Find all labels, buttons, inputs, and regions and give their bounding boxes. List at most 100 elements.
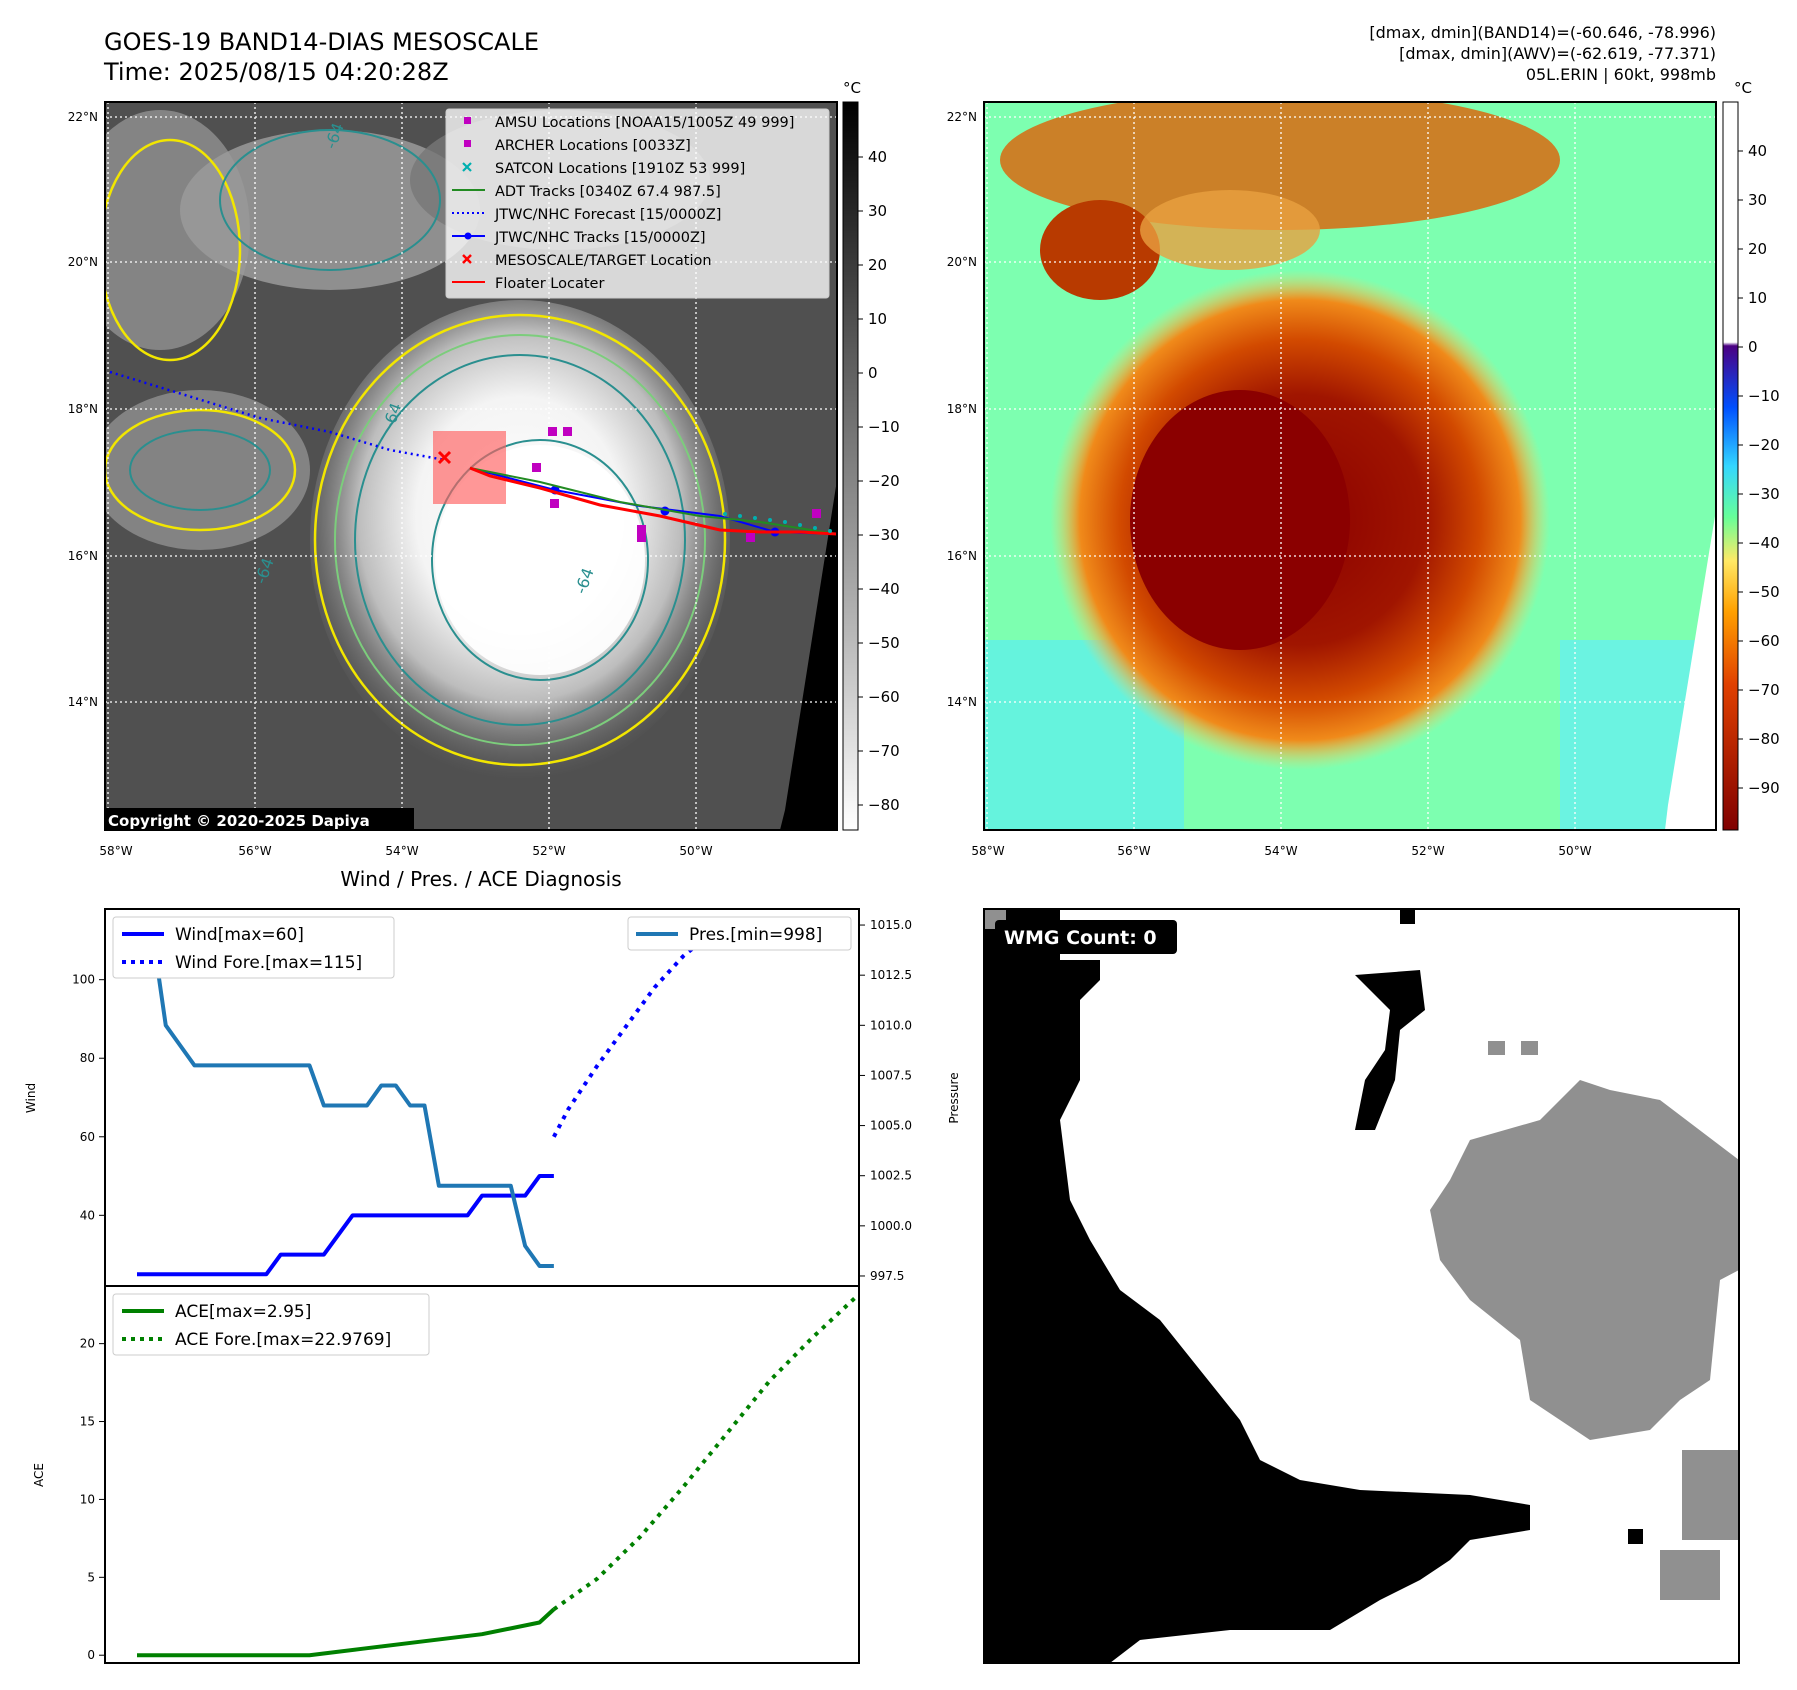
colorbar-tick-label: 30	[868, 202, 887, 220]
colorbar-tick-label: 20	[1748, 240, 1767, 258]
ace-axis-label: ACE	[32, 1463, 46, 1487]
lat-label: 18°N	[947, 402, 977, 416]
colorbar-tick-label: 40	[1748, 142, 1767, 160]
lat-label: 20°N	[947, 255, 977, 269]
colorbar-tick-label: −20	[868, 472, 900, 490]
awv-moist-band	[1140, 190, 1320, 270]
awv-map-panel	[984, 102, 1716, 830]
contour-yellow-west	[105, 408, 297, 532]
legend-label: Wind[max=60]	[175, 925, 304, 945]
ir-lat-labels: 22°N 20°N 18°N 16°N 14°N	[68, 110, 98, 709]
legend-mesoscale: MESOSCALE/TARGET Location	[462, 253, 712, 269]
legend-label: JTWC/NHC Tracks [15/0000Z]	[494, 230, 706, 246]
map-legend: AMSU Locations [NOAA15/1005Z 49 999] ARC…	[445, 108, 830, 299]
awv-colorbar: °C 40 30 20 10 0 −10 −20 −30 −40 −50 −60 −70 −80 −90	[1722, 79, 1780, 831]
colorbar-tick-label: 0	[868, 364, 878, 382]
lon-label: 52°W	[532, 844, 565, 858]
colorbar-tick-label: −90	[1748, 779, 1780, 797]
colorbar-tick-label: −40	[1748, 534, 1780, 552]
legend-archer: ARCHER Locations [0033Z]	[464, 138, 691, 154]
ace-series-group	[137, 1295, 858, 1658]
wind-tick-label: 100	[72, 973, 95, 987]
copyright-text: Copyright © 2020-2025 Dapiya	[108, 812, 370, 830]
legend-label: MESOSCALE/TARGET Location	[495, 253, 712, 269]
legend-x-marker-icon	[462, 254, 472, 264]
colorbar-tick-label: −50	[1748, 583, 1780, 601]
ace-tick-label: 15	[80, 1415, 95, 1429]
ace-tick-label: 10	[80, 1492, 95, 1506]
awv-colorbar-gradient	[1722, 101, 1739, 831]
ir-colorbar-ticks: 40 30 20 10 0 −10 −20 −30 −40 −50 −60 −70 −80	[858, 148, 900, 814]
pressure-tick-label: 1012.5	[870, 968, 912, 982]
ir-colorbar-unit: °C	[843, 79, 861, 97]
colorbar-tick-label: 10	[868, 310, 887, 328]
figure-time: Time: 2025/08/15 04:20:28Z	[103, 58, 449, 86]
wmg-black-cell	[1400, 909, 1415, 924]
contour-teal-west	[129, 429, 271, 511]
contour-green-outer	[334, 334, 706, 746]
pressure-tick-label: 997.5	[870, 1269, 904, 1283]
legend-x-marker-icon	[462, 162, 472, 172]
colorbar-tick-label: −70	[1748, 681, 1780, 699]
awv-moist-north	[1000, 102, 1560, 230]
figure-title: GOES-19 BAND14-DIAS MESOSCALE	[104, 28, 539, 56]
legend-label: Pres.[min=998]	[689, 925, 822, 945]
awv-range: [dmax, dmin](AWV)=(-62.619, -77.371)	[1399, 44, 1716, 63]
ir-map-frame	[104, 101, 838, 831]
contour-yellow-north	[105, 138, 242, 362]
colorbar-tick-label: −50	[868, 634, 900, 652]
wmg-gray-cell	[1660, 1550, 1720, 1600]
awv-lon-labels: 58°W 56°W 54°W 52°W 50°W	[971, 844, 1591, 858]
series-line-0	[137, 1174, 554, 1277]
awv-no-data-wedge	[1665, 510, 1716, 830]
awv-moist-northwest	[1040, 200, 1160, 300]
legend-label: AMSU Locations [NOAA15/1005Z 49 999]	[495, 115, 794, 131]
wmg-black-cell	[1628, 1529, 1643, 1544]
ir-cloud-west	[105, 390, 310, 550]
legend-square-marker-icon	[464, 140, 471, 147]
contour-yellow-outer	[313, 313, 727, 767]
lon-label: 56°W	[238, 844, 271, 858]
lon-label: 54°W	[1264, 844, 1297, 858]
pressure-tick-label: 1007.5	[870, 1068, 912, 1082]
awv-lat-labels: 22°N 20°N 18°N 16°N 14°N	[947, 110, 977, 709]
wind-legend-box	[112, 916, 395, 979]
satcon-markers	[723, 512, 832, 533]
legend-label: Floater Locater	[495, 276, 604, 292]
colorbar-tick-label: −10	[868, 418, 900, 436]
lon-label: 58°W	[99, 844, 132, 858]
legend-floater: Floater Locater	[452, 276, 604, 292]
wind-pressure-chart: 40 60 80 100 997.5 1000.0 1002.5 1005.0 1007.5 1…	[24, 908, 961, 1287]
series-line-2	[137, 923, 554, 1268]
contour-teal-north	[219, 129, 441, 271]
wind-tick-label: 80	[80, 1051, 95, 1065]
wmg-gray-cell	[1682, 1450, 1739, 1540]
mesoscale-target-marker	[437, 450, 452, 465]
wmg-panel	[984, 909, 1739, 1663]
awv-colorbar-ticks: 40 30 20 10 0 −10 −20 −30 −40 −50 −60 −70 −80 −90	[1738, 142, 1780, 797]
legend-square-marker-icon	[464, 117, 471, 124]
pressure-y-ticks: 997.5 1000.0 1002.5 1005.0 1007.5 1010.0 1012.…	[859, 918, 912, 1283]
awv-gridlines	[984, 102, 1716, 830]
awv-colorbar-unit: °C	[1734, 79, 1752, 97]
wmg-gray-region	[1430, 1080, 1739, 1440]
jtwc-forecast-track	[109, 370, 446, 462]
legend-jtwc-forecast: JTWC/NHC Forecast [15/0000Z]	[452, 207, 721, 223]
wmg-count-badge	[995, 920, 1177, 954]
ace-tick-label: 5	[87, 1570, 95, 1584]
lon-label: 50°W	[679, 844, 712, 858]
colorbar-tick-label: 40	[868, 148, 887, 166]
copyright-background	[105, 808, 414, 830]
lat-label: 16°N	[947, 549, 977, 563]
storm-info: 05L.ERIN | 60kt, 998mb	[1526, 65, 1716, 84]
lat-label: 22°N	[947, 110, 977, 124]
ace-tick-label: 20	[80, 1337, 95, 1351]
wind-tick-label: 60	[80, 1130, 95, 1144]
legend-label: ADT Tracks [0340Z 67.4 987.5]	[495, 184, 721, 200]
lat-label: 20°N	[68, 255, 98, 269]
awv-map-frame	[983, 101, 1717, 831]
wind-legend: Wind[max=60] Wind Fore.[max=115]	[112, 916, 395, 979]
ace-y-ticks: 0 5 10 15 20	[80, 1337, 105, 1662]
ace-legend: ACE[max=2.95] ACE Fore.[max=22.9769]	[112, 1293, 430, 1356]
band14-range: [dmax, dmin](BAND14)=(-60.646, -78.996)	[1369, 23, 1716, 42]
